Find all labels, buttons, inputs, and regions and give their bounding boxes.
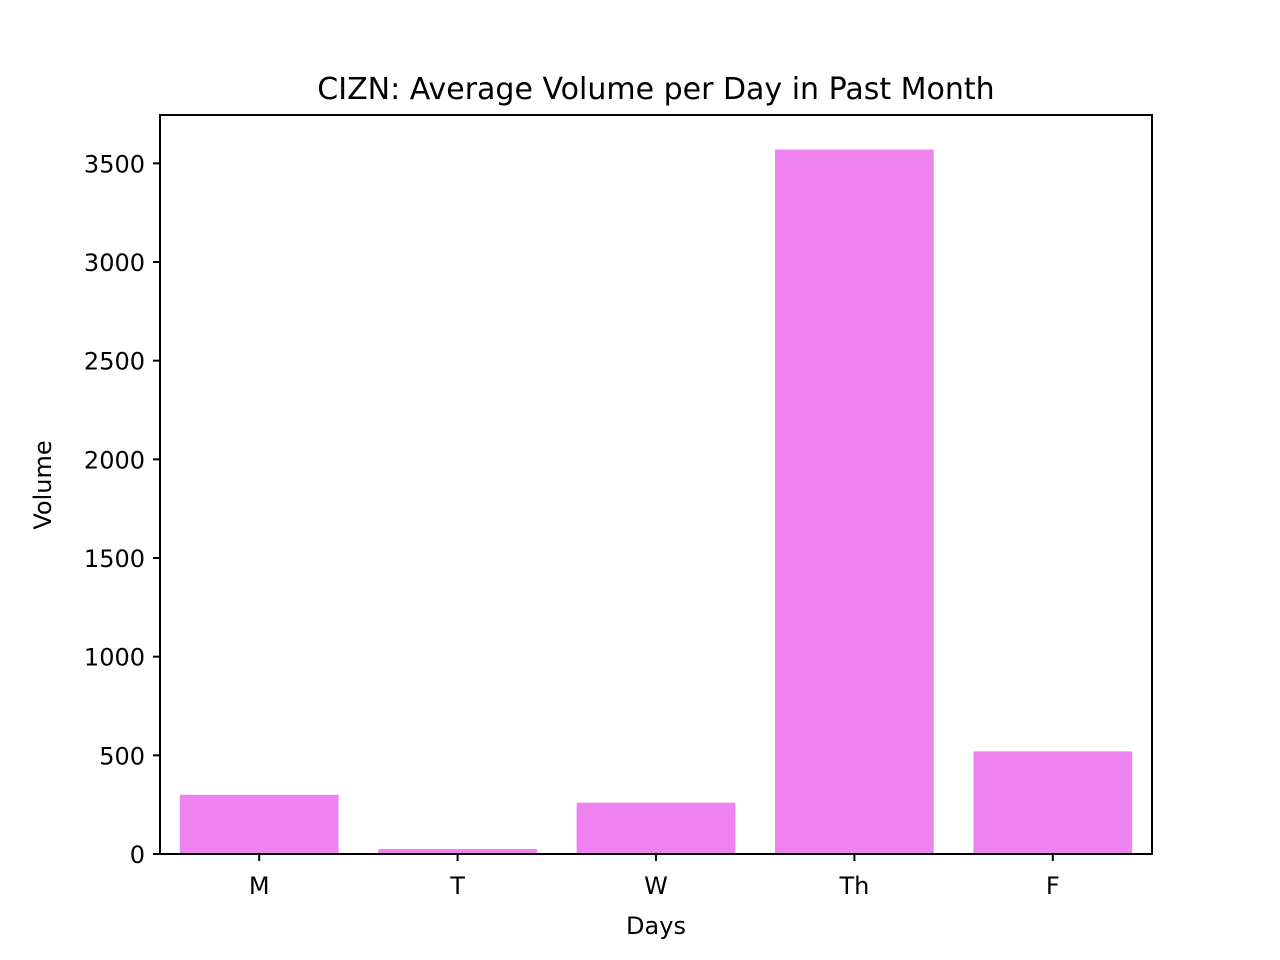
y-tick-label: 1000 bbox=[84, 644, 145, 672]
bar-m bbox=[179, 794, 339, 854]
x-axis-label: Days bbox=[626, 912, 686, 940]
bar-w bbox=[576, 802, 736, 854]
bar-th bbox=[775, 149, 934, 854]
bar-t bbox=[378, 849, 537, 854]
bar-f bbox=[973, 751, 1133, 854]
x-tick-label: M bbox=[249, 872, 270, 900]
x-tick-label: W bbox=[644, 872, 668, 900]
x-tick-label: Th bbox=[838, 872, 869, 900]
x-tick-label: F bbox=[1046, 872, 1060, 900]
y-tick-label: 2000 bbox=[84, 446, 145, 474]
chart-title: CIZN: Average Volume per Day in Past Mon… bbox=[317, 72, 994, 107]
plot-frame bbox=[159, 114, 1153, 855]
y-tick-label: 3500 bbox=[84, 150, 145, 178]
y-tick-label: 0 bbox=[130, 841, 145, 869]
x-tick-label: T bbox=[449, 872, 465, 900]
y-tick-label: 2500 bbox=[84, 348, 145, 376]
y-tick-label: 3000 bbox=[84, 249, 145, 277]
y-tick-label: 1500 bbox=[84, 545, 145, 573]
y-axis-label: Volume bbox=[29, 440, 57, 529]
y-tick-label: 500 bbox=[99, 742, 145, 770]
